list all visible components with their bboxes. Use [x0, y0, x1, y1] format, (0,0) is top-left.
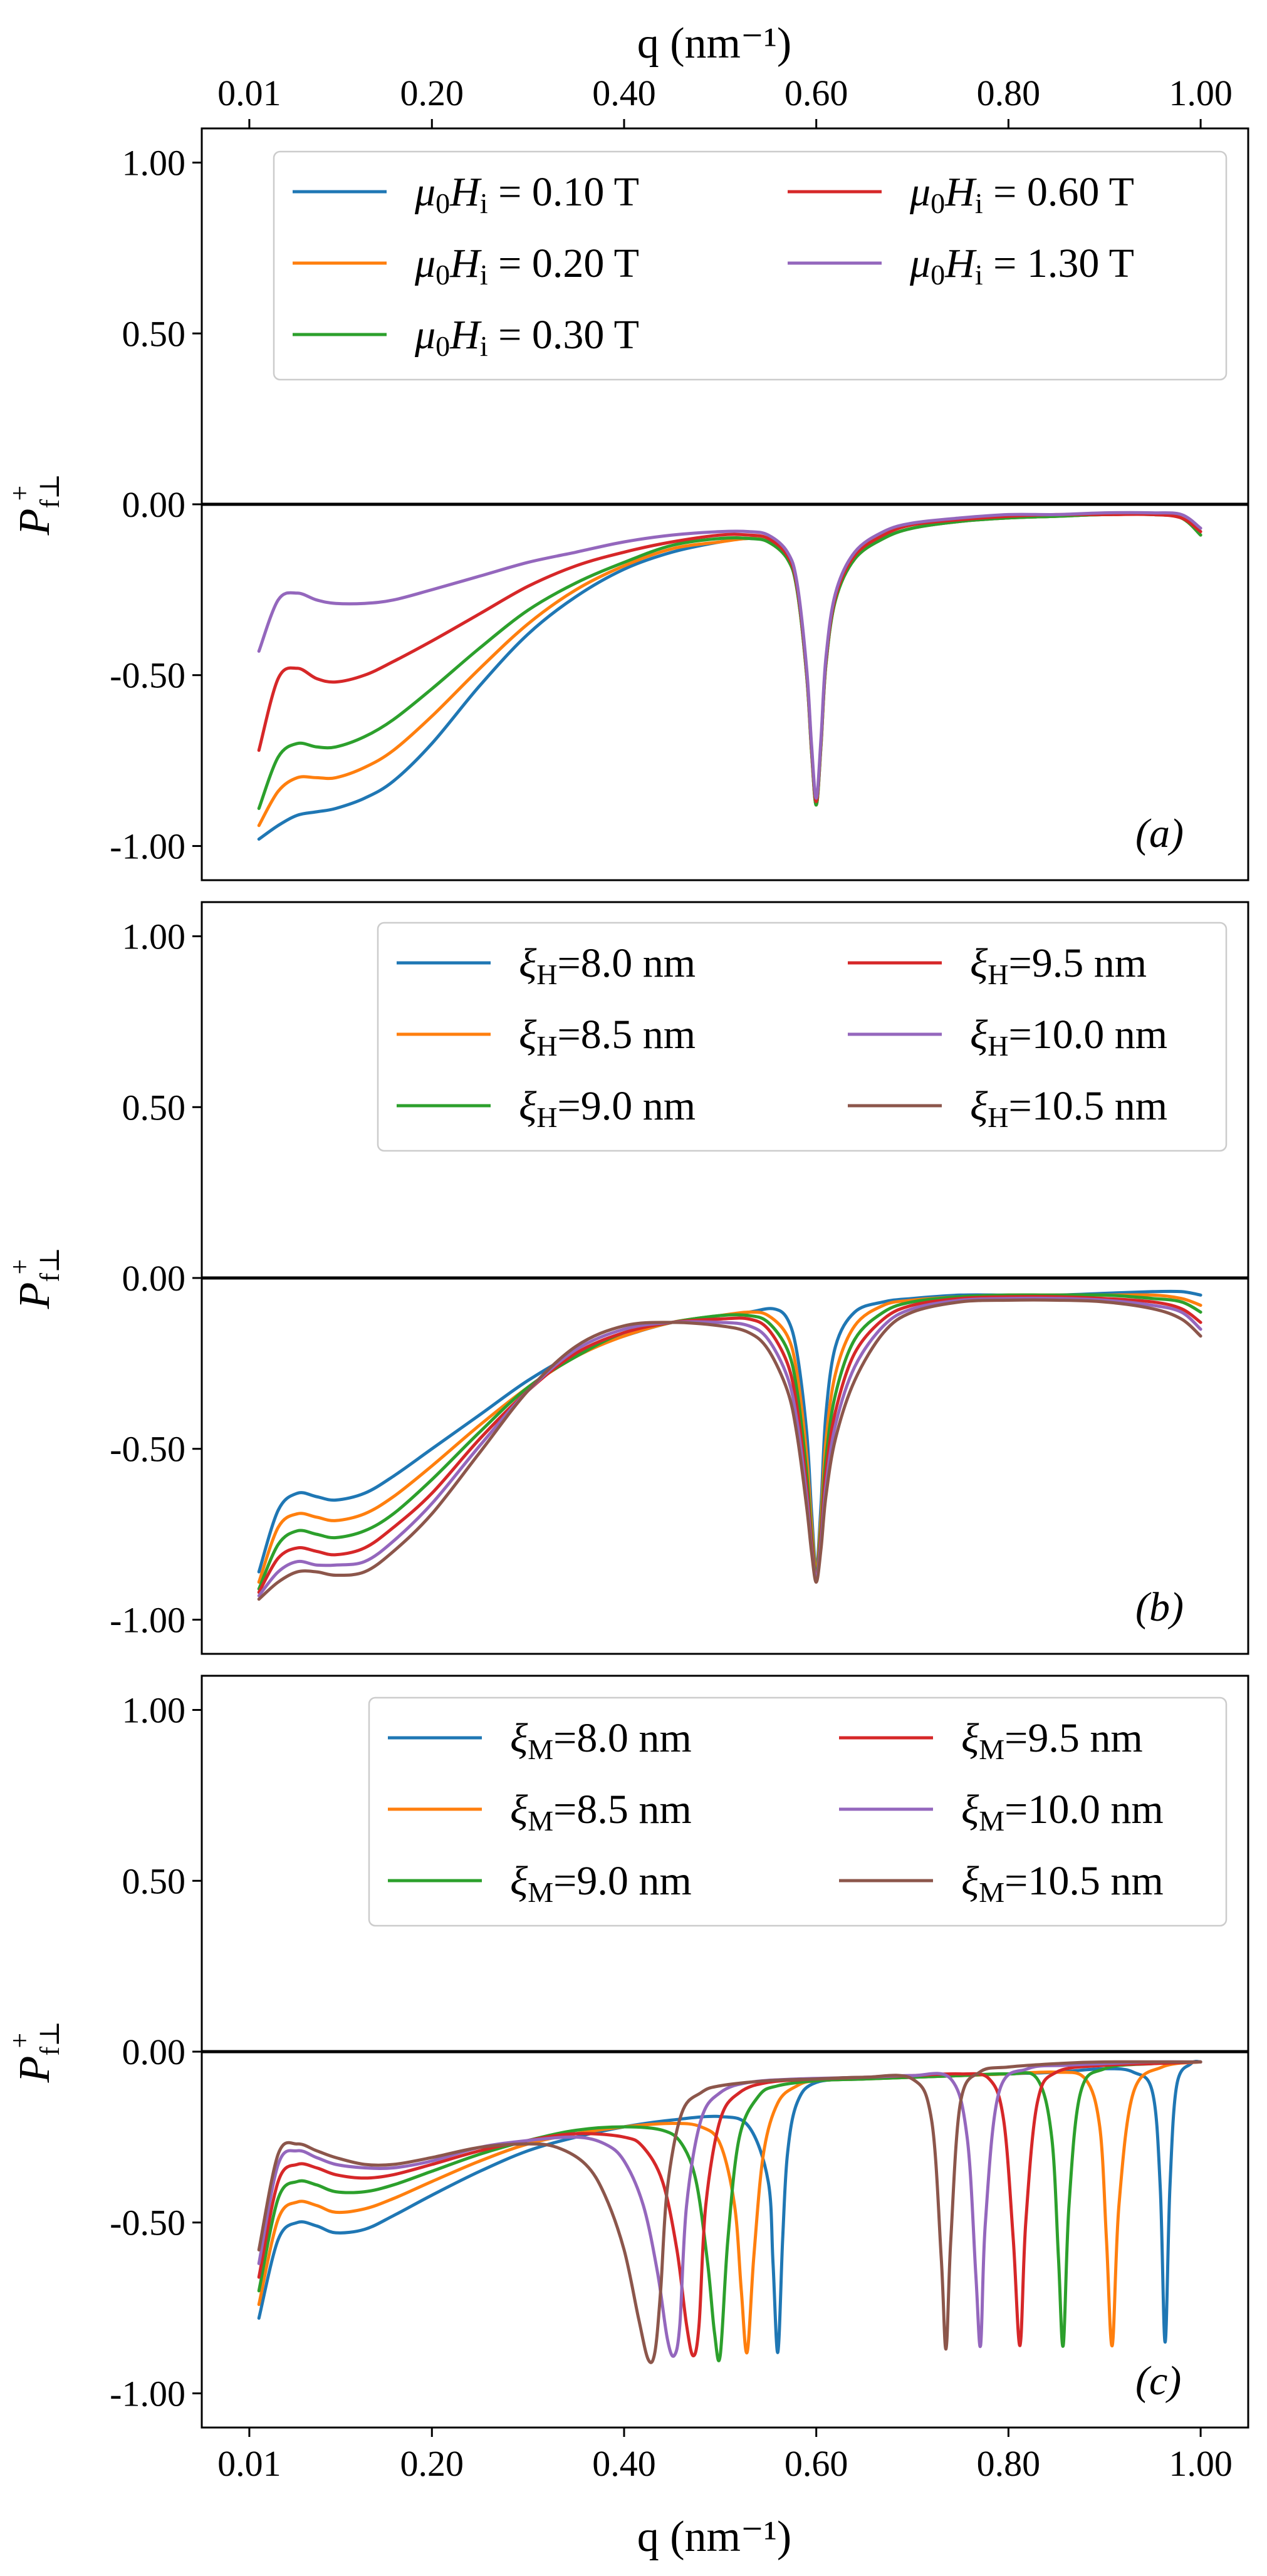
legend-label: ξH=8.5 nm [519, 1012, 696, 1062]
legend-label: ξM=10.0 nm [961, 1787, 1164, 1837]
legend-label: μ0Hi = 0.30 T [414, 312, 639, 362]
y-tick-label: 1.00 [122, 917, 186, 957]
top-x-tick-label: 0.01 [217, 73, 281, 113]
y-tick-label: -0.50 [110, 655, 185, 696]
y-tick-label: -0.50 [110, 2203, 185, 2243]
top-x-tick-label: 1.00 [1169, 73, 1233, 113]
top-x-tick-label: 0.80 [977, 73, 1041, 113]
panel-b-legend-box [377, 922, 1228, 1152]
bottom-x-axis-label: q (nm⁻¹) [637, 2513, 792, 2561]
legend-label: μ0Hi = 0.20 T [414, 241, 639, 291]
panel-b-legend: ξH=8.0 nm ξH=8.5 nm ξH=9.0 nm ξH=9.5 nm ξH=1… [377, 922, 1228, 1152]
legend-label: ξH=10.0 nm [970, 1012, 1167, 1062]
panel-a-curves [202, 502, 1248, 841]
top-x-axis-label: q (nm⁻¹) [637, 19, 792, 68]
y-tick-label: -1.00 [110, 826, 185, 866]
legend-label: ξM=8.0 nm [510, 1715, 692, 1765]
series-line [257, 2060, 1202, 2358]
y-tick-label: 1.00 [122, 143, 186, 184]
legend-label: ξM=8.5 nm [510, 1787, 692, 1837]
panel-c-curves [202, 2050, 1248, 2364]
legend-label: μ0Hi = 1.30 T [909, 241, 1134, 291]
bottom-x-tick-label: 0.01 [217, 2443, 281, 2484]
panel-c-y-axis-label: Pf⊥+ [4, 2021, 65, 2084]
top-x-tick-labels: 0.01 0.20 0.40 0.60 0.80 1.00 [217, 73, 1233, 128]
bottom-x-tick-label: 1.00 [1169, 2443, 1233, 2484]
top-x-tick-label: 0.40 [592, 73, 656, 113]
series-line [257, 1296, 1202, 1597]
series-line [257, 1298, 1202, 1601]
series-line [257, 2060, 1202, 2364]
series-line [257, 2060, 1202, 2357]
panel-c-tag: (c) [1135, 2358, 1181, 2404]
y-tick-label: -1.00 [110, 2373, 185, 2414]
y-tick-label: 0.00 [122, 484, 186, 525]
panel-a-legend-box [273, 150, 1228, 381]
panel-a-y-axis-label: Pf⊥+ [4, 474, 65, 536]
top-x-tick-label: 0.20 [400, 73, 464, 113]
top-x-axis: q (nm⁻¹) 0.01 0.20 0.40 0.60 0.80 1.00 [217, 19, 1233, 128]
y-tick-label: -0.50 [110, 1429, 185, 1470]
series-line [257, 1295, 1202, 1594]
panel-a-tag: (a) [1135, 811, 1184, 856]
bottom-x-tick-label: 0.20 [400, 2443, 464, 2484]
series-line [257, 2060, 1202, 2362]
panel-a-legend: μ0Hi = 0.10 T μ0Hi = 0.20 T μ0Hi = 0.30 T μ… [273, 150, 1228, 381]
panel-b-y-axis-label: Pf⊥+ [4, 1247, 65, 1310]
y-tick-label: 0.00 [122, 1258, 186, 1299]
top-x-tick-label: 0.60 [785, 73, 848, 113]
y-tick-label: 1.00 [122, 1690, 186, 1731]
panel-b-tag: (b) [1135, 1584, 1184, 1630]
legend-label: ξM=9.0 nm [510, 1858, 692, 1908]
panel-c-y-axis-label-text: Pf⊥+ [4, 2021, 65, 2084]
series-line [257, 1293, 1202, 1591]
legend-label: μ0Hi = 0.60 T [909, 169, 1134, 219]
panel-a-y-axis-label-text: Pf⊥+ [4, 474, 65, 536]
panel-b-y-tick-labels: 1.00 0.50 0.00 -0.50 -1.00 [110, 917, 202, 1640]
panel-c: 1.00 0.50 0.00 -0.50 -1.00 Pf⊥+ (c) ξM=8.0 n… [4, 1675, 1249, 2429]
panel-c-legend-box [368, 1696, 1228, 1927]
legend-label: ξM=9.5 nm [961, 1715, 1143, 1765]
legend-label: ξH=8.0 nm [519, 940, 696, 990]
y-tick-label: 0.00 [122, 2032, 186, 2072]
y-tick-label: 0.50 [122, 313, 186, 354]
legend-label: ξM=10.5 nm [961, 1858, 1164, 1908]
panel-a: 1.00 0.50 0.00 -0.50 -1.00 Pf⊥+ (a) μ0Hi = 0… [4, 127, 1249, 881]
y-tick-label: 0.50 [122, 1861, 186, 1901]
bottom-x-axis: 0.01 0.20 0.40 0.60 0.80 1.00 q (nm⁻¹) [217, 2428, 1233, 2561]
bottom-x-tick-label: 0.60 [785, 2443, 848, 2484]
panel-c-legend: ξM=8.0 nm ξM=8.5 nm ξM=9.0 nm ξM=9.5 nm ξM=1… [368, 1696, 1228, 1927]
bottom-x-tick-label: 0.80 [977, 2443, 1041, 2484]
y-tick-label: 0.50 [122, 1087, 186, 1128]
panel-b: 1.00 0.50 0.00 -0.50 -1.00 Pf⊥+ (b) ξH=8.0 n… [4, 901, 1249, 1655]
series-line [257, 511, 1202, 800]
legend-label: ξH=9.0 nm [519, 1083, 696, 1133]
legend-label: ξH=9.5 nm [970, 940, 1147, 990]
bottom-x-tick-label: 0.40 [592, 2443, 656, 2484]
legend-label: μ0Hi = 0.10 T [414, 169, 639, 219]
panel-a-y-tick-labels: 1.00 0.50 0.00 -0.50 -1.00 [110, 143, 202, 866]
series-line [257, 2060, 1202, 2355]
panel-b-curves [202, 1276, 1248, 1601]
panel-b-y-axis-label-text: Pf⊥+ [4, 1247, 65, 1310]
panel-c-y-tick-labels: 1.00 0.50 0.00 -0.50 -1.00 [110, 1690, 202, 2414]
series-line [257, 2060, 1202, 2354]
legend-label: ξH=10.5 nm [970, 1083, 1167, 1133]
bottom-x-tick-labels: 0.01 0.20 0.40 0.60 0.80 1.00 [217, 2428, 1233, 2484]
y-tick-label: -1.00 [110, 1599, 185, 1640]
